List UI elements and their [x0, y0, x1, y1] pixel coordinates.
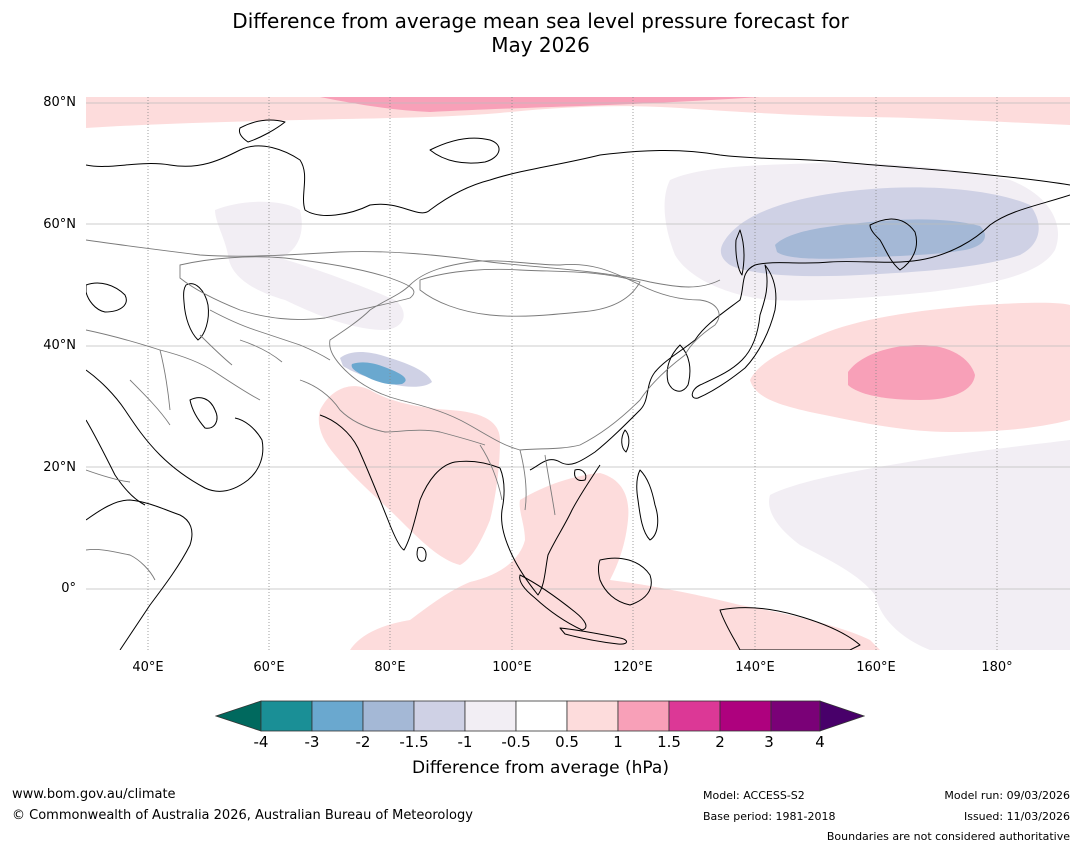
sri-lanka-coast	[416, 546, 427, 562]
arctic-positive-region	[86, 97, 1070, 128]
country-borders	[86, 239, 721, 581]
lat-label-80n: 80°N	[43, 95, 76, 110]
africa-borders	[86, 469, 156, 581]
siberia-low-core	[775, 219, 985, 259]
lat-label-20n: 20°N	[43, 460, 76, 475]
new-guinea-coast	[719, 607, 861, 650]
lat-label-60n: 60°N	[43, 217, 76, 232]
west-pacific-weak-negative	[769, 440, 1070, 650]
africa-coast	[86, 499, 193, 650]
borneo-coast	[598, 557, 652, 606]
colorbar-tick: -3	[304, 733, 320, 751]
map-panel	[86, 97, 1070, 650]
central-asia-weak-negative	[215, 201, 404, 330]
novaya-zemlya-coast	[239, 119, 286, 143]
lon-label-100e: 100°E	[492, 660, 532, 675]
eurasia-north-coast	[86, 145, 1070, 216]
colorbar-swatch-4	[464, 700, 517, 732]
colorbar-tick: 1.5	[657, 733, 681, 751]
colorbar-under-triangle	[214, 700, 262, 732]
colorbar-tick: -1	[457, 733, 473, 751]
central-asia-borders	[199, 309, 331, 366]
colorbar-swatch-9	[719, 700, 772, 732]
colorbar-swatch-8	[668, 700, 721, 732]
coastlines	[86, 119, 1070, 650]
india-coast	[319, 414, 501, 551]
indian-positive-region	[318, 386, 500, 565]
colorbar	[214, 700, 866, 732]
lat-label-0: 0°	[61, 581, 76, 596]
lon-label-40e: 40°E	[132, 660, 164, 675]
tibet-low-core	[351, 362, 406, 385]
colorbar-tick: 0.5	[555, 733, 579, 751]
middle-east-borders	[86, 329, 261, 426]
colorbar-swatch-3	[413, 700, 466, 732]
colorbar-swatch-0	[260, 700, 313, 732]
colorbar-swatch-10	[770, 700, 821, 732]
footer-disclaimer: Boundaries are not considered authoritat…	[826, 830, 1070, 843]
southeast-asia-positive-region	[350, 473, 880, 650]
indochina-coast	[499, 464, 601, 596]
colorbar-tick: -4	[253, 733, 269, 751]
colorbar-tick: 2	[715, 733, 725, 751]
colorbar-tick: 1	[613, 733, 623, 751]
russia-south-border	[86, 239, 721, 288]
footer-model-run: Model run: 09/03/2026	[944, 789, 1070, 802]
colorbar-swatch-7	[617, 700, 670, 732]
lon-label-140e: 140°E	[735, 660, 775, 675]
colorbar-swatch-5	[515, 700, 568, 732]
sumatra-coast	[519, 574, 587, 631]
lon-label-80e: 80°E	[374, 660, 406, 675]
anomaly-shading	[86, 97, 1070, 650]
arabia-coast	[86, 369, 264, 492]
colorbar-tick: -0.5	[501, 733, 531, 751]
lon-label-120e: 120°E	[613, 660, 653, 675]
pacific-coast	[529, 194, 1070, 471]
lat-label-40n: 40°N	[43, 338, 76, 353]
colorbar-swatch-1	[311, 700, 364, 732]
colorbar-over-triangle	[819, 700, 866, 732]
kamchatka-coast	[869, 218, 917, 271]
red-sea-coast	[86, 419, 146, 506]
taimyr-coast	[429, 137, 500, 164]
black-sea-coast	[86, 282, 127, 313]
colorbar-tick: -1.5	[399, 733, 429, 751]
colorbar-tick: -2	[355, 733, 371, 751]
java-coast	[559, 627, 627, 645]
graticule	[86, 97, 1070, 650]
footer-website: www.bom.gov.au/climate	[12, 787, 176, 802]
taiwan-coast	[621, 429, 630, 453]
footer-base-period: Base period: 1981-2018	[703, 810, 836, 823]
colorbar-swatch-6	[566, 700, 619, 732]
philippines-coast	[636, 469, 659, 541]
map-title: Difference from average mean sea level p…	[0, 9, 1081, 57]
map-canvas	[86, 97, 1070, 650]
south-asia-borders	[299, 379, 486, 446]
colorbar-svg	[214, 700, 866, 732]
southeast-asia-borders	[479, 444, 556, 516]
lon-label-60e: 60°E	[253, 660, 285, 675]
colorbar-swatch-2	[362, 700, 415, 732]
north-pacific-high-core	[848, 345, 975, 400]
lon-label-180: 180°	[981, 660, 1013, 675]
footer-issued: Issued: 11/03/2026	[963, 810, 1070, 823]
mongolia-border	[419, 268, 641, 317]
korea-coast	[666, 344, 691, 392]
arctic-core-region	[320, 97, 760, 112]
lon-label-160e: 160°E	[856, 660, 896, 675]
persian-gulf-coast	[189, 397, 218, 429]
colorbar-tick: 4	[815, 733, 825, 751]
colorbar-tick: 3	[764, 733, 774, 751]
footer-copyright: © Commonwealth of Australia 2026, Austra…	[12, 808, 473, 823]
colorbar-title: Difference from average (hPa)	[412, 758, 669, 778]
sakhalin-coast	[735, 229, 745, 276]
kazakhstan-border	[179, 256, 415, 320]
footer-model: Model: ACCESS-S2	[703, 789, 805, 802]
hainan-coast	[574, 469, 587, 481]
china-border	[329, 260, 720, 451]
title-line-1: Difference from average mean sea level p…	[232, 9, 849, 33]
japan-coast	[691, 264, 777, 399]
title-line-2: May 2026	[491, 33, 590, 57]
